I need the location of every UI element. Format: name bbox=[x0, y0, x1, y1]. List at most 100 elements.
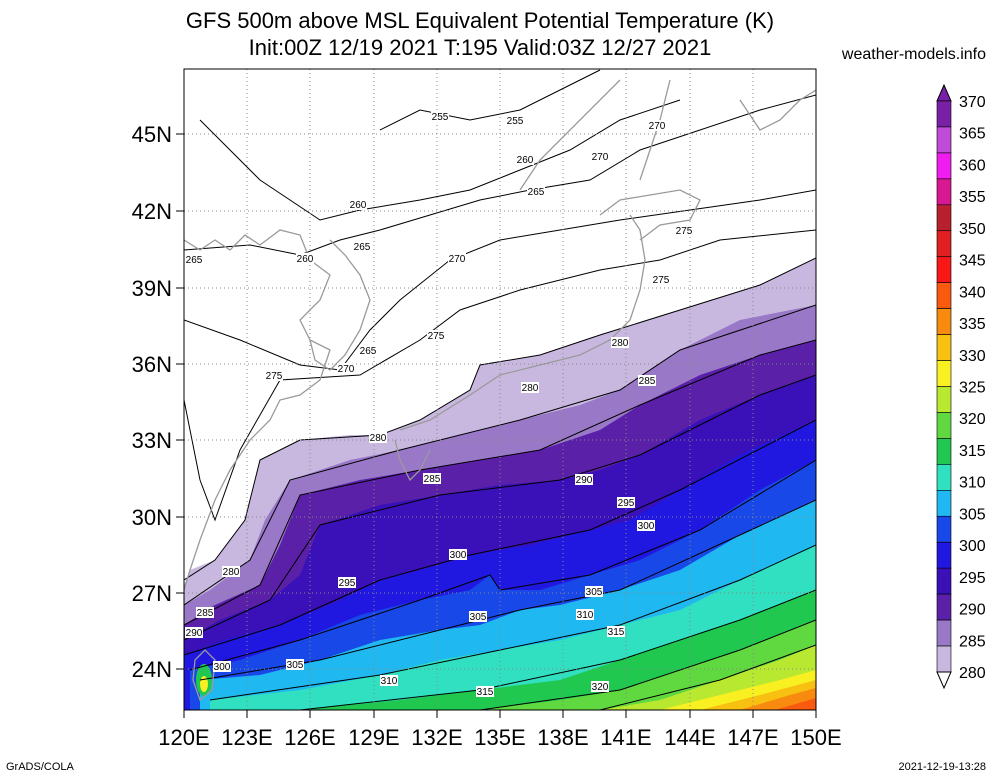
contour-label-bg bbox=[675, 225, 693, 236]
lat-label: 27N bbox=[132, 581, 172, 606]
contour-label-bg bbox=[431, 111, 449, 122]
colorbar: 370 365 360 355 350 345 340 335 330 325 320 315 310 3… bbox=[936, 83, 986, 690]
contour-label-bg bbox=[607, 626, 625, 637]
contour-label: 275 bbox=[676, 226, 693, 237]
contour-label: 270 bbox=[592, 152, 609, 163]
colorbar-swatch bbox=[936, 490, 952, 517]
contour-310 bbox=[199, 499, 816, 681]
lon-label: 147E bbox=[727, 725, 778, 750]
contour-320 bbox=[299, 589, 816, 710]
contour-label: 270 bbox=[449, 254, 466, 265]
colorbar-label: 305 bbox=[959, 506, 986, 523]
axis-ticks bbox=[176, 133, 817, 718]
contour-label-bg bbox=[591, 151, 609, 162]
colorbar-swatch bbox=[936, 515, 952, 543]
colorbar-label: 280 bbox=[959, 665, 986, 682]
colorbar-swatch bbox=[936, 230, 952, 258]
contour-label: 295 bbox=[339, 578, 356, 589]
coast-hokkaido bbox=[599, 189, 701, 241]
contour-label-bg bbox=[637, 520, 655, 531]
contour-275 bbox=[184, 229, 816, 522]
contour-label: 290 bbox=[186, 628, 203, 639]
colorbar-swatch bbox=[936, 308, 952, 335]
contour-label: 300 bbox=[450, 550, 467, 561]
contour-label-bg bbox=[349, 199, 367, 210]
contour-label: 260 bbox=[350, 200, 367, 211]
colorbar-label: 370 bbox=[959, 94, 986, 111]
colorbar-label: 365 bbox=[959, 126, 986, 143]
colorbar-label: 320 bbox=[959, 411, 986, 428]
colorbar-swatch bbox=[936, 334, 952, 361]
contour-label-bg bbox=[521, 382, 539, 393]
colorbar-bottom-arrow bbox=[936, 671, 952, 690]
contour-label-bg bbox=[527, 186, 545, 197]
colorbar-swatch bbox=[936, 645, 952, 673]
colorbar-swatch bbox=[936, 541, 952, 569]
contour-label-bg bbox=[591, 681, 609, 692]
colorbar-label: 285 bbox=[959, 633, 986, 650]
contour-label-bg bbox=[337, 363, 355, 374]
lon-label: 132E bbox=[411, 725, 462, 750]
colorbar-swatch bbox=[936, 619, 952, 647]
lon-label: 144E bbox=[664, 725, 715, 750]
lat-label: 30N bbox=[132, 505, 172, 530]
colorbar-label: 315 bbox=[959, 443, 986, 460]
contour-label: 265 bbox=[354, 242, 371, 253]
contour-label: 275 bbox=[266, 371, 283, 382]
contour-325 bbox=[479, 619, 816, 710]
longitude-labels: 120E 123E 126E 129E 132E 135E 138E 141E … bbox=[158, 725, 841, 750]
coast-korea bbox=[309, 239, 371, 371]
coast-asia-mainland bbox=[184, 229, 331, 591]
contour-label-bg bbox=[353, 241, 371, 252]
contour-label: 310 bbox=[577, 610, 594, 621]
contour-label: 275 bbox=[653, 275, 670, 286]
contour-label: 255 bbox=[432, 112, 449, 123]
contour-label: 275 bbox=[428, 331, 445, 342]
colorbar-swatch bbox=[936, 204, 952, 232]
contour-label-bg bbox=[449, 549, 467, 560]
colorbar-label: 330 bbox=[959, 348, 986, 365]
contour-label-bg bbox=[185, 627, 203, 638]
latitude-labels: 45N 42N 39N 36N 33N 30N 27N 24N bbox=[132, 122, 172, 682]
contour-label-bg bbox=[648, 120, 666, 131]
lat-label: 24N bbox=[132, 657, 172, 682]
contour-label-bg bbox=[617, 497, 635, 508]
lat-label: 39N bbox=[132, 276, 172, 301]
contour-305 bbox=[189, 459, 816, 671]
contour-label: 300 bbox=[214, 662, 231, 673]
contour-label: 315 bbox=[477, 687, 494, 698]
contour-label: 260 bbox=[297, 254, 314, 265]
contour-label-bg bbox=[638, 375, 656, 386]
colorbar-swatch bbox=[936, 178, 952, 206]
colorbar-swatch bbox=[936, 593, 952, 621]
map-title-line2: Init:00Z 12/19 2021 T:195 Valid:03Z 12/2… bbox=[248, 35, 712, 60]
contour-285 bbox=[184, 304, 816, 606]
colorbar-swatch bbox=[936, 282, 952, 309]
lon-label: 129E bbox=[348, 725, 399, 750]
site-credit: weather-models.info bbox=[841, 46, 986, 63]
contour-label: 280 bbox=[370, 433, 387, 444]
contour-label: 255 bbox=[507, 116, 524, 127]
lon-label: 150E bbox=[790, 725, 841, 750]
colorbar-swatch bbox=[936, 256, 952, 283]
contour-260 bbox=[199, 99, 681, 221]
contour-315 bbox=[209, 544, 816, 701]
contour-label-bg bbox=[575, 474, 593, 485]
colorbar-label: 295 bbox=[959, 570, 986, 587]
coast-taiwan bbox=[192, 649, 216, 702]
colorbar-swatch bbox=[936, 100, 952, 128]
lat-label: 42N bbox=[132, 199, 172, 224]
contour-labels: 255 255 260 260 260 265 265 265 265 270 … bbox=[185, 111, 693, 698]
colorbar-label: 300 bbox=[959, 538, 986, 555]
contour-label: 315 bbox=[608, 627, 625, 638]
contour-label-bg bbox=[296, 253, 314, 264]
contour-label: 280 bbox=[612, 338, 629, 349]
contour-label-bg bbox=[427, 330, 445, 341]
contour-label: 305 bbox=[586, 587, 603, 598]
contour-label: 270 bbox=[338, 364, 355, 375]
colorbar-swatch bbox=[936, 412, 952, 439]
contour-label-bg bbox=[423, 473, 441, 484]
colorbar-top-arrow bbox=[936, 83, 952, 102]
lat-label: 36N bbox=[132, 352, 172, 377]
